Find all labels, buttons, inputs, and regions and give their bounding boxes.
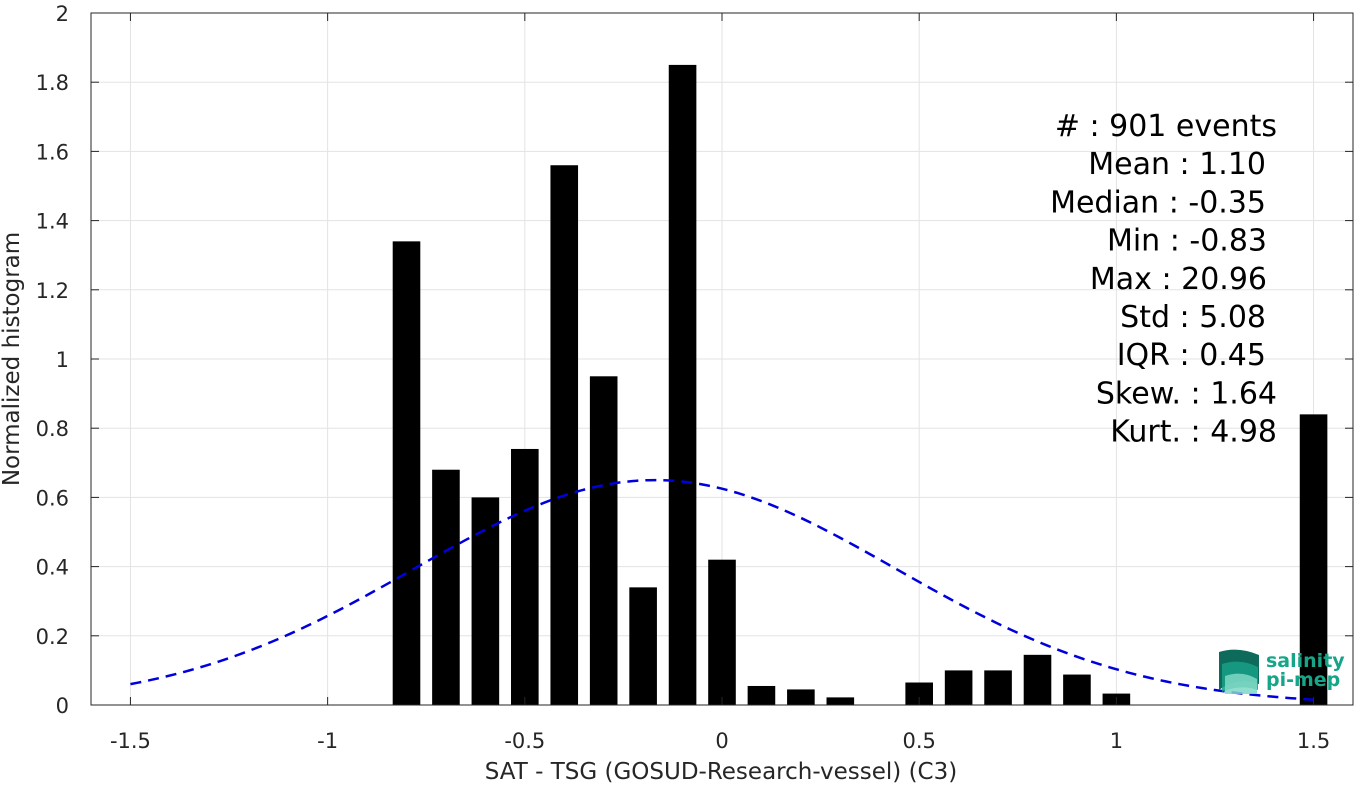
- stat-line: IQR : 0.45: [1117, 338, 1266, 373]
- histogram-bar: [668, 64, 697, 705]
- y-tick-labels: 0 0.2 0.4 0.6 0.8 1 1.2 1.4 1.6 1.8 2: [36, 2, 69, 718]
- y-tick-label: 1.6: [36, 140, 69, 164]
- stat-line: Mean : 1.10: [1088, 147, 1266, 182]
- y-tick-label: 2: [56, 2, 69, 26]
- x-tick-label: 0.5: [902, 729, 935, 753]
- stat-line: Max : 20.96: [1090, 262, 1267, 297]
- stat-line: Skew. : 1.64: [1096, 376, 1277, 411]
- stat-line: Min : -0.83: [1107, 224, 1267, 259]
- y-tick-label: 1.4: [36, 210, 69, 234]
- y-tick-label: 0.6: [36, 486, 69, 510]
- y-tick-label: 0.4: [36, 556, 69, 580]
- x-axis-title: SAT - TSG (GOSUD-Research-vessel) (C3): [485, 759, 957, 785]
- histogram-bar: [1023, 654, 1052, 705]
- histogram-bar: [471, 497, 500, 705]
- y-tick-label: 0: [56, 694, 69, 718]
- y-axis-title: Normalized histogram: [0, 232, 25, 486]
- x-tick-labels: -1.5 -1 -0.5 0 0.5 1 1.5: [110, 729, 1330, 753]
- histogram-bar: [984, 670, 1012, 705]
- histogram-bar: [432, 469, 460, 705]
- logo-line-2: pi-mep: [1266, 669, 1340, 691]
- x-tick-label: 0: [715, 729, 728, 753]
- histogram-bar: [944, 670, 973, 705]
- histogram-bar: [550, 165, 579, 706]
- histogram-bar: [1299, 414, 1328, 705]
- y-tick-label: 1.8: [36, 71, 69, 95]
- axis-ticks: [91, 12, 1353, 706]
- gaussian-fit-curve: [130, 478, 1314, 701]
- bars-group: [392, 64, 1328, 706]
- stat-line: # : 901 events: [1055, 109, 1277, 144]
- x-tick-label: -1.5: [110, 729, 151, 753]
- histogram-bar: [826, 697, 855, 705]
- x-tick-label: 1.5: [1297, 729, 1330, 753]
- y-tick-label: 1.2: [36, 279, 69, 303]
- stat-line: Kurt. : 4.98: [1110, 415, 1277, 450]
- x-tick-label: 1: [1110, 729, 1123, 753]
- y-tick-label: 0.2: [36, 625, 69, 649]
- logo-line-1: salinity: [1266, 650, 1345, 672]
- histogram-bar: [392, 241, 421, 706]
- histogram-bar: [589, 376, 618, 705]
- stat-line: Median : -0.35: [1050, 185, 1266, 220]
- y-tick-label: 1: [56, 348, 69, 372]
- histogram-bar: [787, 689, 815, 705]
- histogram-bar: [905, 682, 933, 705]
- x-tick-label: -1: [317, 729, 338, 753]
- histogram-bar: [708, 559, 736, 705]
- histogram-bar: [747, 685, 776, 705]
- x-tick-label: -0.5: [504, 729, 545, 753]
- histogram-bar: [629, 587, 657, 705]
- salinity-pi-mep-logo: salinity pi-mep: [1219, 649, 1345, 694]
- stat-line: Std : 5.08: [1120, 300, 1266, 335]
- wave-icon: [1219, 649, 1259, 694]
- histogram-bar: [1063, 674, 1091, 705]
- y-tick-label: 0.8: [36, 417, 69, 441]
- histogram-bar: [511, 448, 539, 705]
